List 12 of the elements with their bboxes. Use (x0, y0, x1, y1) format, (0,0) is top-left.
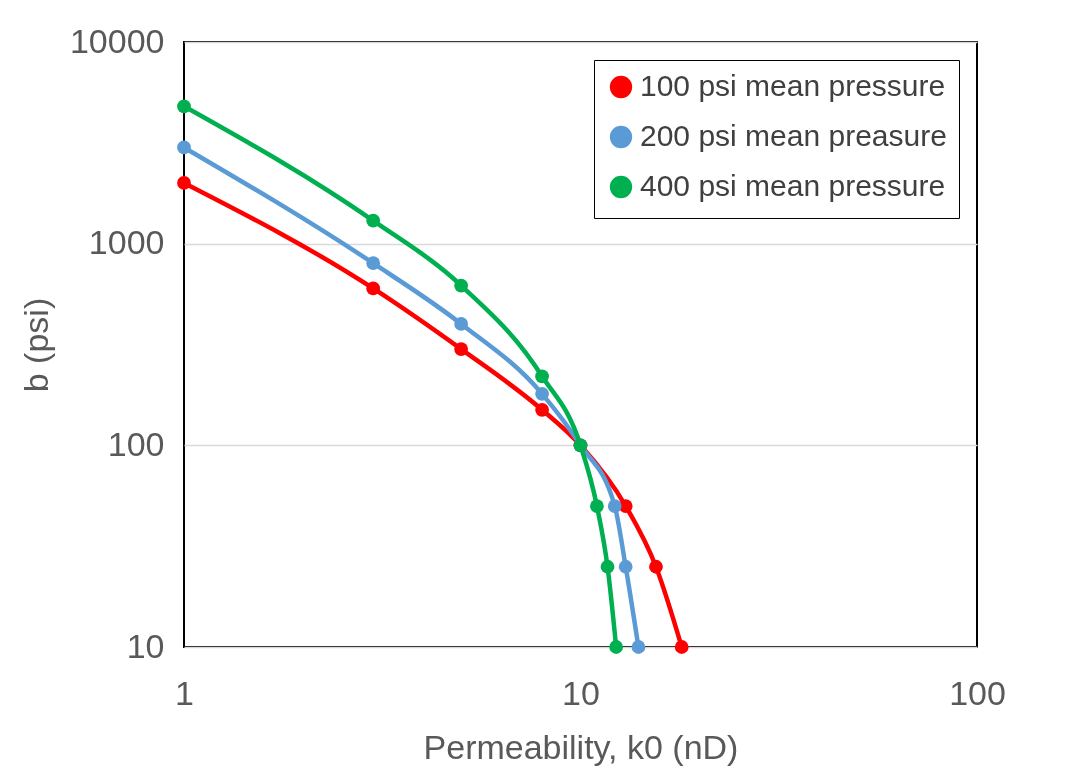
legend-label: 200 psi mean preasure (640, 119, 947, 152)
y-tick-label: 10 (126, 626, 165, 665)
legend-label: 100 psi mean pressure (640, 69, 946, 102)
y-tick-label: 100 (107, 424, 165, 463)
x-tick-label: 1 (175, 673, 194, 712)
x-tick-label: 100 (949, 673, 1006, 712)
x-tick-label: 10 (562, 673, 600, 712)
y-axis-title: b (psi) (16, 297, 55, 393)
legend-label: 400 psi mean pressure (640, 169, 946, 202)
y-tick-label: 1000 (88, 223, 165, 262)
x-axis-title: Permeability, k0 (nD) (423, 727, 739, 766)
y-tick-label: 10000 (69, 21, 165, 60)
